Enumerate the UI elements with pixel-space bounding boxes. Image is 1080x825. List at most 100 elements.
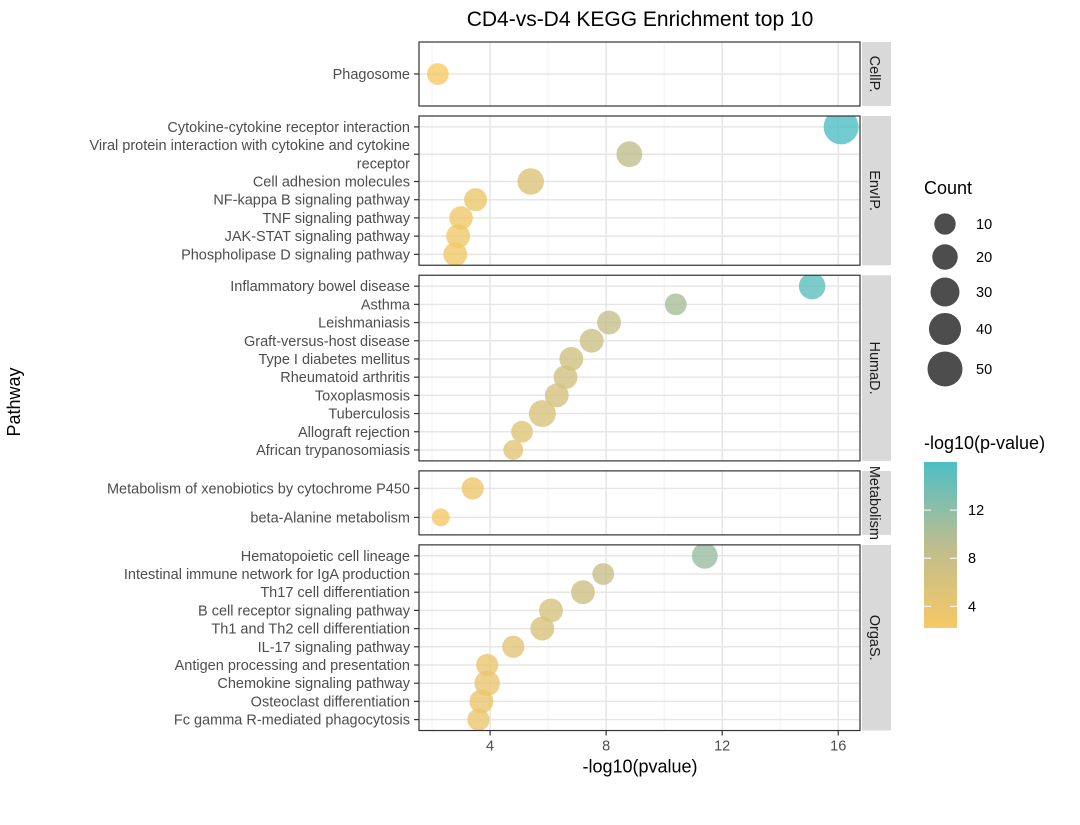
y-tick-label: NF-kappa B signaling pathway — [213, 193, 410, 209]
facet-panels: Phagosome CellP. Cytokine-cytokine recepto… — [89, 41, 891, 732]
y-tick-label: African trypanosomiasis — [256, 443, 410, 459]
x-axis-label: -log10(pvalue) — [582, 757, 697, 777]
y-tick-label-line: Intestinal immune network for IgA produc… — [124, 567, 410, 583]
data-point — [467, 708, 490, 731]
y-tick-label-line: Type I diabetes mellitus — [258, 352, 410, 368]
colorbar — [924, 462, 957, 628]
size-legend-label: 20 — [976, 250, 992, 266]
y-tick-label: Antigen processing and presentation — [175, 658, 410, 674]
size-legend-label: 30 — [976, 285, 992, 301]
panel-border — [418, 470, 861, 536]
data-point — [798, 275, 826, 300]
data-point — [528, 400, 556, 428]
y-tick-label: Phagosome — [333, 67, 410, 83]
y-tick-label-line: Asthma — [361, 297, 411, 313]
size-legend-key — [928, 312, 962, 346]
y-tick-label-line: Cell adhesion molecules — [253, 175, 410, 191]
data-point — [426, 63, 449, 85]
facet-strip — [862, 544, 891, 731]
y-tick-label-line: JAK-STAT signaling pathway — [225, 229, 411, 245]
chart-title: CD4-vs-D4 KEGG Enrichment top 10 — [467, 8, 814, 31]
size-legend-title: Count — [924, 178, 972, 198]
facet-panel: Cytokine-cytokine receptor interaction Vi… — [89, 115, 891, 266]
y-tick-label: Metabolism of xenobiotics by cytochrome … — [107, 481, 410, 497]
y-tick-label-line: Tuberculosis — [328, 407, 410, 423]
data-point — [446, 224, 471, 249]
data-point — [691, 544, 718, 569]
y-tick-label: Tuberculosis — [328, 407, 410, 423]
data-point — [443, 242, 468, 266]
facet-strip-label: CellP. — [866, 56, 882, 93]
y-tick-label: Th17 cell differentiation — [260, 585, 410, 601]
legends: Count 10 20 30 40 50 -log10(p-value) 4 8 12 — [924, 178, 1045, 628]
size-legend-label: 50 — [976, 362, 992, 378]
y-tick-label: Rheumatoid arthritis — [280, 370, 410, 386]
points-group — [503, 275, 826, 460]
panel-background — [419, 470, 860, 535]
y-tick-label-line: NF-kappa B signaling pathway — [213, 193, 410, 209]
size-legend-key — [934, 213, 956, 235]
size-legend-key — [930, 277, 960, 307]
y-tick-label-line: Graft-versus-host disease — [244, 334, 410, 350]
facet-strip — [862, 275, 891, 461]
y-tick-label-line: Antigen processing and presentation — [175, 658, 410, 674]
points-group — [443, 116, 859, 266]
y-tick-label: Fc gamma R-mediated phagocytosis — [174, 713, 410, 729]
y-tick-label: Cell adhesion molecules — [253, 175, 410, 191]
y-tick-label-line: African trypanosomiasis — [256, 443, 410, 459]
facet-strip-label: EnvIP. — [866, 170, 882, 211]
data-point — [823, 116, 859, 145]
data-point — [616, 141, 643, 168]
y-tick-label: JAK-STAT signaling pathway — [225, 229, 411, 245]
data-point — [530, 616, 555, 641]
data-point — [517, 168, 544, 195]
data-point — [553, 365, 578, 390]
size-legend-label: 40 — [976, 322, 992, 338]
y-tick-label: Hematopoietic cell lineage — [241, 549, 410, 565]
data-point — [579, 328, 604, 353]
x-tick-label: 8 — [602, 739, 610, 755]
y-tick-label: Graft-versus-host disease — [244, 334, 410, 350]
y-tick-label: Phospholipase D signaling pathway — [181, 247, 411, 263]
x-tick-label: 4 — [486, 739, 494, 755]
y-tick-label-line: Inflammatory bowel disease — [230, 279, 410, 295]
y-tick-label-line: B cell receptor signaling pathway — [198, 603, 411, 619]
y-tick-label: Type I diabetes mellitus — [258, 352, 410, 368]
size-legend-label: 10 — [976, 217, 992, 233]
facet-strip — [862, 42, 891, 106]
y-tick-label-line: Fc gamma R-mediated phagocytosis — [174, 713, 410, 729]
data-point — [431, 508, 450, 527]
y-tick-label-line: Chemokine signaling pathway — [217, 676, 410, 692]
data-point — [597, 310, 621, 335]
y-tick-label: Leishmaniasis — [318, 316, 410, 332]
y-tick-label: Intestinal immune network for IgA produc… — [124, 567, 410, 583]
facet-panel: Phagosome CellP. — [333, 41, 891, 107]
x-tick-label: 12 — [714, 739, 730, 755]
y-tick-label-line: Phospholipase D signaling pathway — [181, 247, 411, 263]
y-tick-label-line: IL-17 signaling pathway — [258, 640, 411, 656]
y-tick-label-line: Toxoplasmosis — [315, 388, 410, 404]
data-point — [511, 420, 533, 443]
y-tick-label-line: Metabolism of xenobiotics by cytochrome … — [107, 481, 410, 497]
y-tick-label: B cell receptor signaling pathway — [198, 603, 411, 619]
panel-border — [418, 41, 861, 107]
points-group — [431, 477, 484, 527]
y-tick-label-line: Phagosome — [333, 67, 410, 83]
x-tick-label: 16 — [830, 739, 846, 755]
color-legend-title: -log10(p-value) — [924, 433, 1045, 453]
points-group — [426, 63, 449, 85]
points-group — [467, 544, 718, 731]
data-point — [570, 580, 595, 605]
y-tick-label-line: Hematopoietic cell lineage — [241, 549, 410, 565]
y-tick-label: Allograft rejection — [298, 425, 410, 441]
y-tick-label-line: Rheumatoid arthritis — [280, 370, 410, 386]
facet-strip-label: Metabolism — [866, 466, 882, 540]
data-point — [559, 347, 584, 371]
y-tick-label: beta-Alanine metabolism — [250, 510, 410, 526]
panel-border — [418, 115, 861, 266]
panel-border — [418, 544, 861, 732]
data-point — [476, 653, 499, 677]
x-axis: 4 8 12 16 — [486, 730, 846, 755]
facet-strip-label: OrgaS. — [866, 615, 882, 661]
